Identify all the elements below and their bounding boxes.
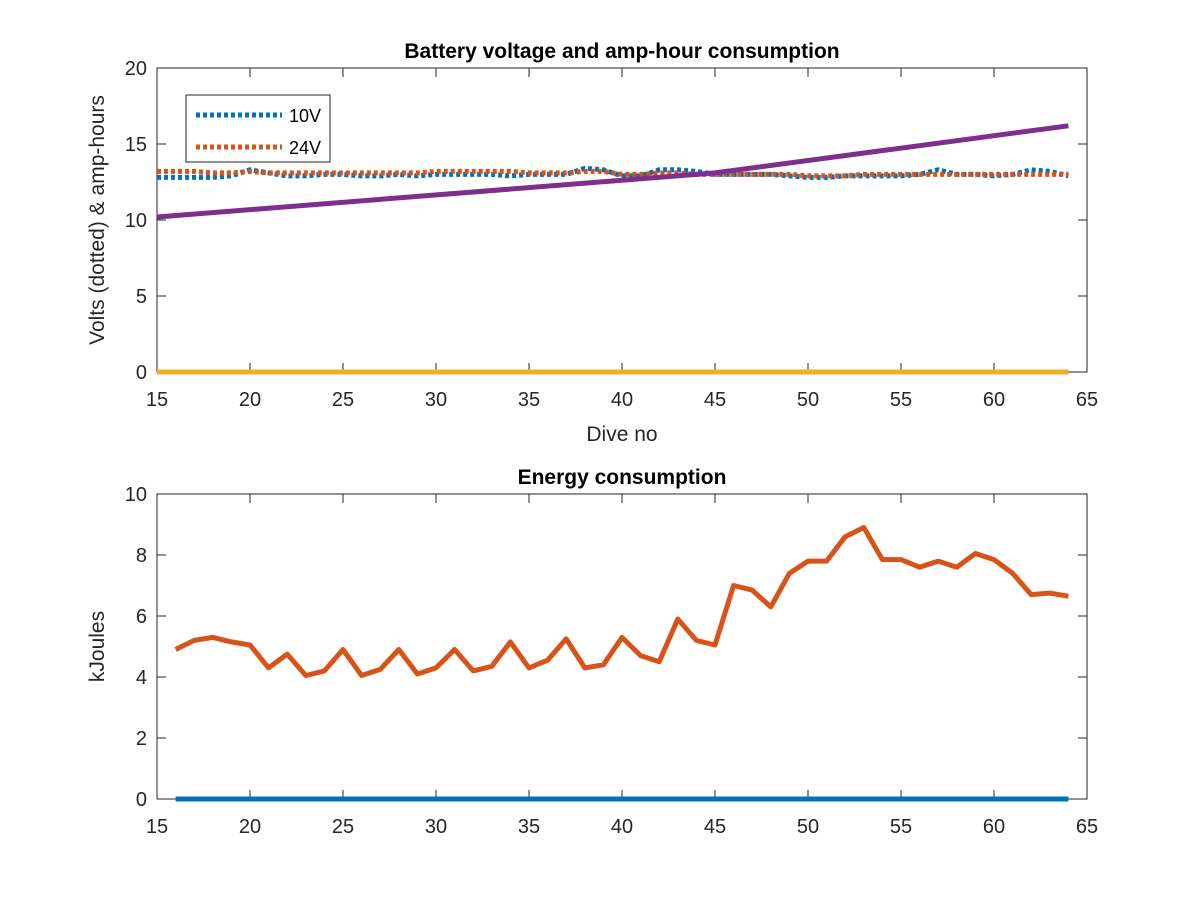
axis-ticks: 15 20 25 30 35 40 45 50 55 60 65 0 2 4 6 8 10: [125, 484, 1098, 838]
x-tick-label: 30: [425, 389, 447, 411]
y-tick-label: 0: [136, 789, 147, 811]
x-tick-label: 15: [146, 389, 168, 411]
y-axis-label: kJoules: [86, 611, 109, 682]
x-tick-label: 40: [611, 816, 633, 838]
chart-title: Battery voltage and amp-hour consumption: [404, 40, 839, 63]
y-tick-label: 8: [136, 545, 147, 567]
axis-ticks: 15 20 25 30 35 40 45 50 55 60 65 0 5 10 15 20: [125, 58, 1098, 411]
y-axis-label: Volts (dotted) & amp-hours: [86, 95, 109, 345]
x-tick-label: 65: [1076, 389, 1098, 411]
y-tick-label: 20: [125, 58, 147, 80]
x-tick-label: 60: [983, 816, 1005, 838]
x-tick-label: 45: [704, 389, 726, 411]
energy-chart: 15 20 25 30 35 40 45 50 55 60 65 0 2 4 6 8 10 Energy con…: [86, 466, 1098, 838]
legend-box: [185, 94, 331, 163]
series-layer: [156, 123, 1069, 375]
series-line-10v: [157, 165, 1069, 180]
chart-title: Energy consumption: [518, 466, 727, 489]
x-tick-label: 20: [239, 816, 261, 838]
y-tick-label: 15: [125, 134, 147, 156]
x-tick-label: 55: [890, 816, 912, 838]
x-tick-label: 45: [704, 816, 726, 838]
x-axis-label: Dive no: [586, 423, 657, 446]
legend: 10V 24V: [185, 94, 331, 163]
x-tick-label: 60: [983, 389, 1005, 411]
x-tick-label: 65: [1076, 816, 1098, 838]
x-tick-label: 40: [611, 389, 633, 411]
y-tick-label: 4: [136, 667, 147, 689]
plot-area: [156, 493, 1088, 800]
y-tick-label: 6: [136, 606, 147, 628]
x-tick-label: 30: [425, 816, 447, 838]
x-tick-label: 15: [146, 816, 168, 838]
y-tick-label: 2: [136, 728, 147, 750]
x-tick-label: 35: [518, 389, 540, 411]
x-tick-label: 55: [890, 389, 912, 411]
y-tick-label: 10: [125, 484, 147, 506]
legend-label-10v: 10V: [289, 106, 321, 126]
legend-label-24v: 24V: [289, 138, 321, 158]
x-tick-label: 35: [518, 816, 540, 838]
series-layer: [174, 525, 1069, 802]
x-tick-label: 20: [239, 389, 261, 411]
x-tick-label: 25: [332, 389, 354, 411]
x-tick-label: 25: [332, 816, 354, 838]
series-line-24v: [157, 168, 1069, 179]
voltage-chart: 15 20 25 30 35 40 45 50 55 60 65 0 5 10 15 20 Battery v…: [86, 40, 1098, 446]
y-tick-label: 0: [136, 362, 147, 384]
y-tick-label: 10: [125, 210, 147, 232]
series-line-1: [174, 525, 1069, 678]
x-tick-label: 50: [797, 389, 819, 411]
series-line-3: [156, 123, 1069, 220]
x-tick-label: 50: [797, 816, 819, 838]
y-tick-label: 5: [136, 286, 147, 308]
